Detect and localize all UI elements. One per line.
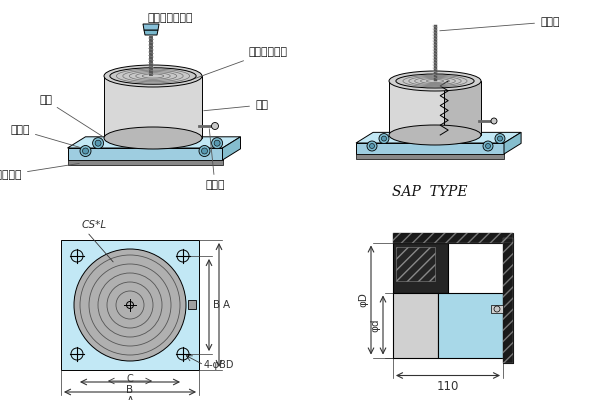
- Text: 氣門嘴: 氣門嘴: [205, 129, 225, 190]
- Circle shape: [494, 306, 500, 312]
- Circle shape: [199, 146, 210, 156]
- Bar: [503, 238, 513, 362]
- Polygon shape: [223, 137, 240, 160]
- Circle shape: [80, 146, 91, 156]
- Circle shape: [201, 148, 207, 154]
- Bar: [444, 81, 481, 135]
- Circle shape: [485, 144, 491, 148]
- Circle shape: [82, 148, 88, 154]
- Bar: [104, 76, 202, 138]
- Text: B: B: [213, 300, 220, 310]
- Circle shape: [214, 140, 220, 146]
- Text: C: C: [127, 374, 133, 384]
- Text: A: A: [223, 300, 230, 310]
- Text: φd: φd: [370, 318, 380, 332]
- Ellipse shape: [396, 74, 474, 88]
- Text: 耐壓封口橡膠: 耐壓封口橡膠: [191, 47, 287, 80]
- Text: φD: φD: [358, 292, 368, 308]
- Bar: [491, 305, 503, 313]
- Text: SAP  TYPE: SAP TYPE: [392, 185, 468, 199]
- Circle shape: [74, 249, 186, 361]
- Text: 橡膠防滑墊: 橡膠防滑墊: [0, 164, 80, 180]
- Circle shape: [95, 140, 101, 146]
- Bar: [393, 232, 513, 242]
- Bar: [393, 242, 448, 292]
- Bar: [61, 240, 199, 370]
- Text: 防油帽: 防油帽: [440, 17, 560, 31]
- Polygon shape: [144, 30, 158, 35]
- Bar: [393, 292, 438, 358]
- Ellipse shape: [389, 71, 481, 91]
- Polygon shape: [356, 143, 504, 154]
- Bar: [503, 238, 513, 362]
- Polygon shape: [68, 137, 240, 148]
- Polygon shape: [356, 132, 521, 143]
- Bar: [438, 292, 503, 358]
- Bar: [389, 81, 444, 135]
- Ellipse shape: [389, 125, 481, 145]
- Text: 固定螺栓及螺帽: 固定螺栓及螺帽: [147, 13, 193, 28]
- Circle shape: [379, 134, 389, 144]
- Ellipse shape: [104, 127, 202, 149]
- Bar: [393, 232, 513, 242]
- Polygon shape: [68, 160, 223, 165]
- Text: 110: 110: [437, 380, 459, 394]
- Circle shape: [369, 144, 375, 148]
- Text: CS*L: CS*L: [82, 220, 107, 230]
- Ellipse shape: [110, 68, 196, 84]
- Circle shape: [491, 118, 497, 124]
- Bar: [188, 300, 196, 309]
- Text: A: A: [127, 396, 134, 400]
- Text: B: B: [127, 385, 134, 395]
- Ellipse shape: [104, 65, 202, 87]
- Bar: [396, 246, 435, 280]
- Circle shape: [211, 138, 223, 149]
- Text: 固定孔: 固定孔: [11, 125, 80, 147]
- Polygon shape: [68, 148, 223, 160]
- Text: 4-φBD: 4-φBD: [204, 360, 234, 370]
- Text: 本體: 本體: [204, 100, 268, 111]
- Circle shape: [92, 138, 104, 149]
- Circle shape: [382, 136, 386, 141]
- Circle shape: [483, 141, 493, 151]
- Polygon shape: [504, 132, 521, 154]
- Text: 底板: 底板: [39, 95, 102, 136]
- Circle shape: [498, 136, 502, 141]
- Circle shape: [495, 134, 505, 144]
- Polygon shape: [356, 154, 504, 159]
- Circle shape: [211, 122, 219, 130]
- Circle shape: [367, 141, 377, 151]
- Polygon shape: [143, 24, 159, 30]
